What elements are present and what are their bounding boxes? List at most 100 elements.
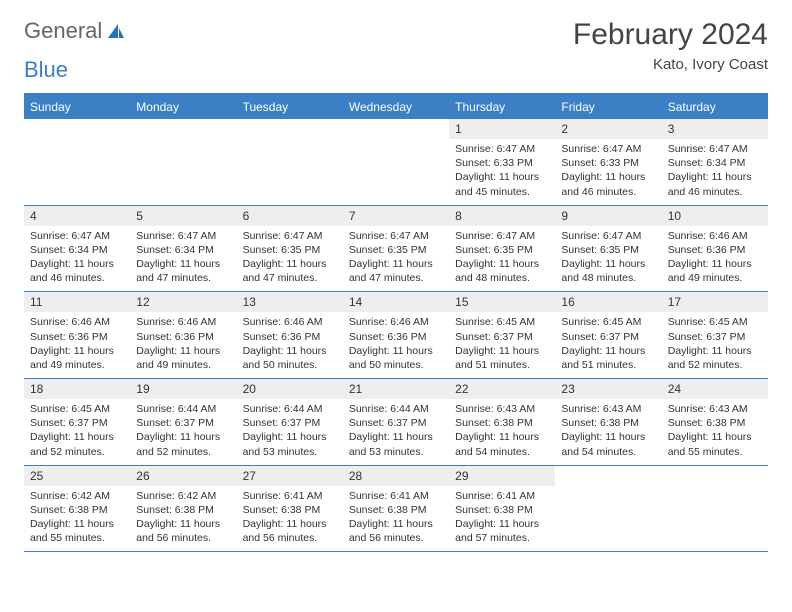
day-body: Sunrise: 6:45 AMSunset: 6:37 PMDaylight:… [449, 312, 555, 378]
calendar-cell [343, 119, 449, 205]
calendar-cell: 25Sunrise: 6:42 AMSunset: 6:38 PMDayligh… [24, 466, 130, 552]
calendar-cell: 14Sunrise: 6:46 AMSunset: 6:36 PMDayligh… [343, 292, 449, 378]
sunrise-text: Sunrise: 6:46 AM [349, 315, 443, 329]
calendar-cell: 17Sunrise: 6:45 AMSunset: 6:37 PMDayligh… [662, 292, 768, 378]
sunset-text: Sunset: 6:34 PM [668, 156, 762, 170]
sunset-text: Sunset: 6:34 PM [136, 243, 230, 257]
day-number: 11 [24, 292, 130, 312]
calendar-cell: 15Sunrise: 6:45 AMSunset: 6:37 PMDayligh… [449, 292, 555, 378]
sunrise-text: Sunrise: 6:41 AM [243, 489, 337, 503]
week-row: 1Sunrise: 6:47 AMSunset: 6:33 PMDaylight… [24, 119, 768, 206]
daylight-text: Daylight: 11 hours and 57 minutes. [455, 517, 549, 545]
sunrise-text: Sunrise: 6:45 AM [561, 315, 655, 329]
day-number: 22 [449, 379, 555, 399]
sunset-text: Sunset: 6:38 PM [243, 503, 337, 517]
day-number: 17 [662, 292, 768, 312]
sunset-text: Sunset: 6:38 PM [455, 416, 549, 430]
sunrise-text: Sunrise: 6:45 AM [455, 315, 549, 329]
week-row: 4Sunrise: 6:47 AMSunset: 6:34 PMDaylight… [24, 206, 768, 293]
day-body: Sunrise: 6:42 AMSunset: 6:38 PMDaylight:… [24, 486, 130, 552]
sunset-text: Sunset: 6:38 PM [136, 503, 230, 517]
calendar-cell: 5Sunrise: 6:47 AMSunset: 6:34 PMDaylight… [130, 206, 236, 292]
sunrise-text: Sunrise: 6:47 AM [243, 229, 337, 243]
day-body: Sunrise: 6:43 AMSunset: 6:38 PMDaylight:… [449, 399, 555, 465]
sunset-text: Sunset: 6:38 PM [455, 503, 549, 517]
sunrise-text: Sunrise: 6:44 AM [243, 402, 337, 416]
day-body: Sunrise: 6:45 AMSunset: 6:37 PMDaylight:… [24, 399, 130, 465]
day-body: Sunrise: 6:43 AMSunset: 6:38 PMDaylight:… [555, 399, 661, 465]
day-body: Sunrise: 6:46 AMSunset: 6:36 PMDaylight:… [24, 312, 130, 378]
day-number: 3 [662, 119, 768, 139]
day-body: Sunrise: 6:46 AMSunset: 6:36 PMDaylight:… [662, 226, 768, 292]
sunset-text: Sunset: 6:37 PM [30, 416, 124, 430]
day-body: Sunrise: 6:43 AMSunset: 6:38 PMDaylight:… [662, 399, 768, 465]
sail-icon [106, 22, 126, 40]
sunrise-text: Sunrise: 6:46 AM [668, 229, 762, 243]
sunrise-text: Sunrise: 6:43 AM [668, 402, 762, 416]
calendar-cell: 10Sunrise: 6:46 AMSunset: 6:36 PMDayligh… [662, 206, 768, 292]
daylight-text: Daylight: 11 hours and 46 minutes. [30, 257, 124, 285]
daylight-text: Daylight: 11 hours and 52 minutes. [136, 430, 230, 458]
calendar-cell: 12Sunrise: 6:46 AMSunset: 6:36 PMDayligh… [130, 292, 236, 378]
day-number: 27 [237, 466, 343, 486]
week-row: 11Sunrise: 6:46 AMSunset: 6:36 PMDayligh… [24, 292, 768, 379]
day-body: Sunrise: 6:46 AMSunset: 6:36 PMDaylight:… [130, 312, 236, 378]
day-body: Sunrise: 6:41 AMSunset: 6:38 PMDaylight:… [343, 486, 449, 552]
daylight-text: Daylight: 11 hours and 55 minutes. [30, 517, 124, 545]
calendar-cell: 23Sunrise: 6:43 AMSunset: 6:38 PMDayligh… [555, 379, 661, 465]
daylight-text: Daylight: 11 hours and 46 minutes. [668, 170, 762, 198]
day-number: 21 [343, 379, 449, 399]
calendar-cell: 13Sunrise: 6:46 AMSunset: 6:36 PMDayligh… [237, 292, 343, 378]
day-body: Sunrise: 6:47 AMSunset: 6:33 PMDaylight:… [449, 139, 555, 205]
calendar-cell: 16Sunrise: 6:45 AMSunset: 6:37 PMDayligh… [555, 292, 661, 378]
sunrise-text: Sunrise: 6:46 AM [30, 315, 124, 329]
day-number: 6 [237, 206, 343, 226]
day-body: Sunrise: 6:41 AMSunset: 6:38 PMDaylight:… [237, 486, 343, 552]
sunrise-text: Sunrise: 6:44 AM [349, 402, 443, 416]
sunset-text: Sunset: 6:37 PM [455, 330, 549, 344]
calendar-cell [662, 466, 768, 552]
brand-logo: General [24, 18, 128, 44]
daylight-text: Daylight: 11 hours and 49 minutes. [30, 344, 124, 372]
calendar-cell: 7Sunrise: 6:47 AMSunset: 6:35 PMDaylight… [343, 206, 449, 292]
day-number: 8 [449, 206, 555, 226]
sunset-text: Sunset: 6:37 PM [561, 330, 655, 344]
sunrise-text: Sunrise: 6:47 AM [349, 229, 443, 243]
day-body: Sunrise: 6:46 AMSunset: 6:36 PMDaylight:… [343, 312, 449, 378]
sunrise-text: Sunrise: 6:47 AM [455, 229, 549, 243]
day-body: Sunrise: 6:47 AMSunset: 6:34 PMDaylight:… [662, 139, 768, 205]
calendar-cell: 26Sunrise: 6:42 AMSunset: 6:38 PMDayligh… [130, 466, 236, 552]
calendar-cell: 1Sunrise: 6:47 AMSunset: 6:33 PMDaylight… [449, 119, 555, 205]
daylight-text: Daylight: 11 hours and 47 minutes. [136, 257, 230, 285]
sunrise-text: Sunrise: 6:47 AM [668, 142, 762, 156]
day-body: Sunrise: 6:46 AMSunset: 6:36 PMDaylight:… [237, 312, 343, 378]
daylight-text: Daylight: 11 hours and 51 minutes. [455, 344, 549, 372]
daylight-text: Daylight: 11 hours and 53 minutes. [243, 430, 337, 458]
calendar-cell: 19Sunrise: 6:44 AMSunset: 6:37 PMDayligh… [130, 379, 236, 465]
dow-wednesday: Wednesday [343, 95, 449, 119]
daylight-text: Daylight: 11 hours and 56 minutes. [243, 517, 337, 545]
sunset-text: Sunset: 6:35 PM [349, 243, 443, 257]
sunrise-text: Sunrise: 6:41 AM [349, 489, 443, 503]
sunset-text: Sunset: 6:38 PM [561, 416, 655, 430]
weeks-container: 1Sunrise: 6:47 AMSunset: 6:33 PMDaylight… [24, 119, 768, 552]
sunrise-text: Sunrise: 6:46 AM [136, 315, 230, 329]
sunset-text: Sunset: 6:38 PM [30, 503, 124, 517]
sunset-text: Sunset: 6:38 PM [349, 503, 443, 517]
sunrise-text: Sunrise: 6:45 AM [30, 402, 124, 416]
calendar-cell: 4Sunrise: 6:47 AMSunset: 6:34 PMDaylight… [24, 206, 130, 292]
daylight-text: Daylight: 11 hours and 52 minutes. [668, 344, 762, 372]
day-body: Sunrise: 6:47 AMSunset: 6:35 PMDaylight:… [555, 226, 661, 292]
sunset-text: Sunset: 6:36 PM [243, 330, 337, 344]
day-number: 26 [130, 466, 236, 486]
daylight-text: Daylight: 11 hours and 52 minutes. [30, 430, 124, 458]
sunrise-text: Sunrise: 6:41 AM [455, 489, 549, 503]
day-body: Sunrise: 6:47 AMSunset: 6:34 PMDaylight:… [24, 226, 130, 292]
daylight-text: Daylight: 11 hours and 46 minutes. [561, 170, 655, 198]
week-row: 25Sunrise: 6:42 AMSunset: 6:38 PMDayligh… [24, 466, 768, 553]
sunset-text: Sunset: 6:36 PM [668, 243, 762, 257]
daylight-text: Daylight: 11 hours and 53 minutes. [349, 430, 443, 458]
day-number: 7 [343, 206, 449, 226]
daylight-text: Daylight: 11 hours and 54 minutes. [455, 430, 549, 458]
day-number: 5 [130, 206, 236, 226]
